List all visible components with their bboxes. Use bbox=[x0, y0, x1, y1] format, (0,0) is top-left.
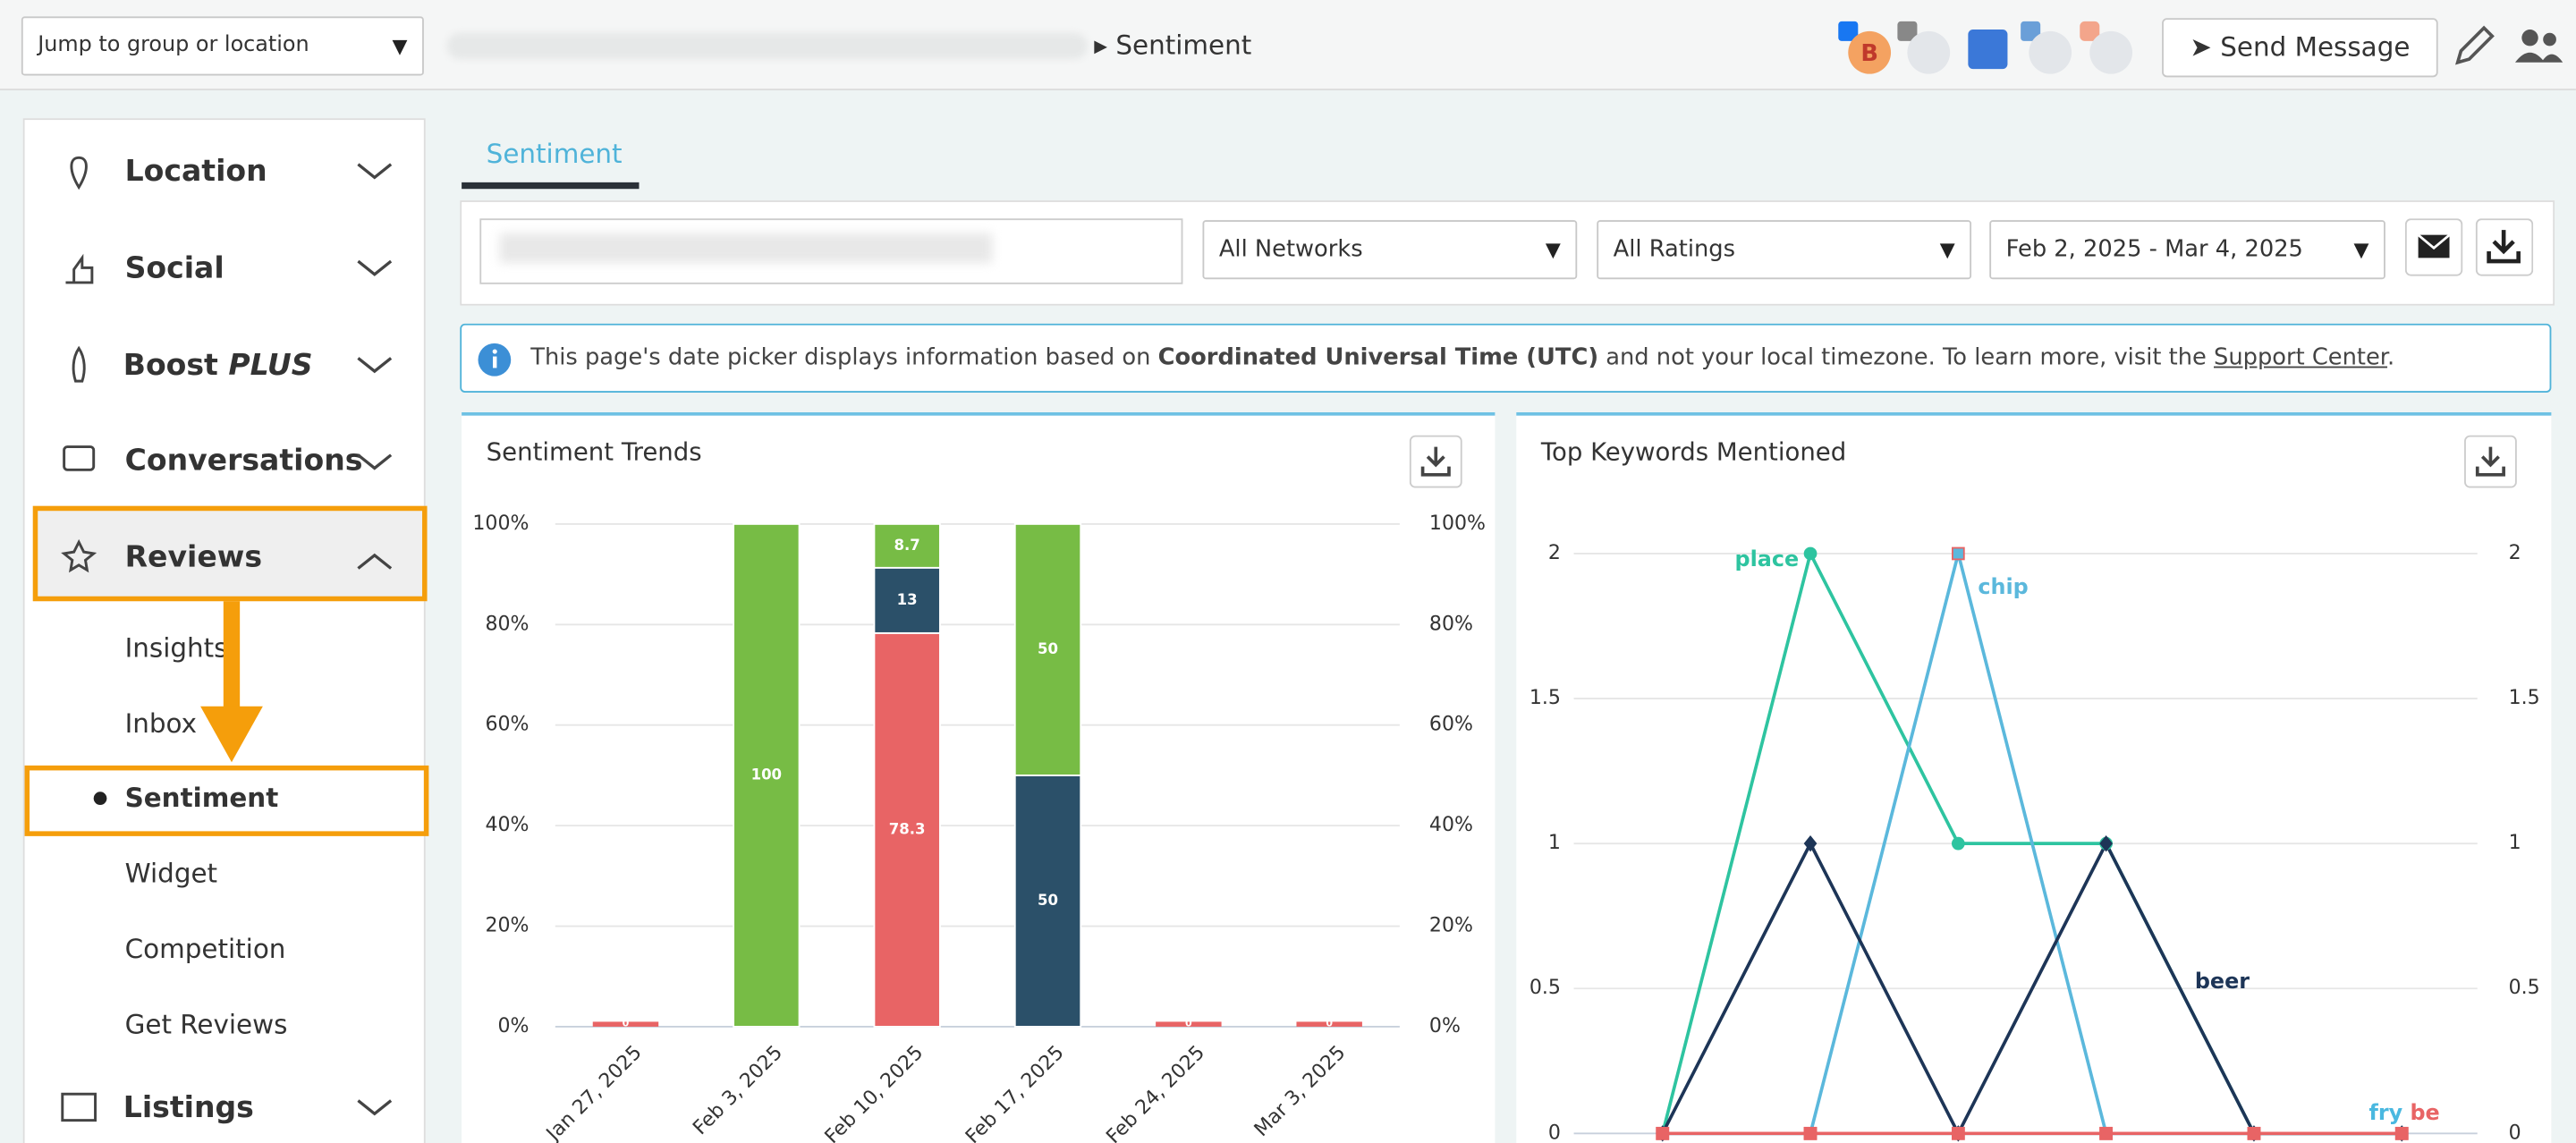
series-label: fry bbox=[2369, 1100, 2403, 1125]
data-label: 0 bbox=[623, 1017, 630, 1029]
x-tick-label: Jan 27, 2025 bbox=[541, 1041, 646, 1143]
y2-tick-label: 1 bbox=[2509, 832, 2521, 854]
y-tick-label: 0% bbox=[497, 1015, 529, 1037]
x-tick-label: Feb 10, 2025 bbox=[821, 1041, 928, 1143]
series-label: chip bbox=[1978, 574, 2028, 599]
data-label: 50 bbox=[1038, 640, 1058, 657]
marker bbox=[1804, 547, 1818, 561]
y2-tick-label: 40% bbox=[1429, 814, 1473, 836]
y2-tick-label: 1.5 bbox=[2509, 687, 2540, 709]
y-tick-label: 40% bbox=[485, 814, 529, 836]
series-label: place bbox=[1734, 546, 1799, 572]
y-tick-label: 2 bbox=[1548, 542, 1561, 564]
data-label: 100 bbox=[751, 766, 782, 783]
panel-download[interactable] bbox=[2465, 436, 2516, 487]
y-tick-label: 100% bbox=[472, 512, 529, 535]
marker bbox=[1953, 548, 1964, 560]
data-label: 0 bbox=[1185, 1017, 1192, 1029]
y2-tick-label: 20% bbox=[1429, 915, 1473, 937]
marker bbox=[1805, 1128, 1817, 1139]
y2-tick-label: 0 bbox=[2509, 1122, 2521, 1143]
x-tick-label: Feb 3, 2025 bbox=[689, 1041, 787, 1139]
x-tick-label: Feb 24, 2025 bbox=[1102, 1041, 1209, 1143]
y-tick-label: 1 bbox=[1548, 832, 1561, 854]
y2-tick-label: 100% bbox=[1429, 512, 1486, 535]
marker bbox=[2100, 1128, 2112, 1139]
marker bbox=[2396, 1128, 2408, 1139]
series-label: beer bbox=[2195, 969, 2250, 994]
marker bbox=[1952, 837, 1965, 851]
marker bbox=[2249, 1128, 2260, 1139]
y2-tick-label: 0.5 bbox=[2509, 977, 2540, 999]
marker bbox=[1657, 1128, 1668, 1139]
data-label: 8.7 bbox=[894, 537, 920, 554]
marker bbox=[1953, 1128, 1964, 1139]
y-tick-label: 80% bbox=[485, 613, 529, 635]
data-label: 0 bbox=[1326, 1017, 1333, 1029]
x-tick-label: Mar 3, 2025 bbox=[1250, 1041, 1350, 1140]
y2-tick-label: 80% bbox=[1429, 613, 1473, 635]
y2-tick-label: 2 bbox=[2509, 542, 2521, 564]
y2-tick-label: 60% bbox=[1429, 714, 1473, 736]
y-tick-label: 20% bbox=[485, 915, 529, 937]
panel-download[interactable] bbox=[1411, 436, 1462, 487]
data-label: 50 bbox=[1038, 892, 1058, 909]
data-label: 78.3 bbox=[889, 820, 926, 837]
y-tick-label: 1.5 bbox=[1530, 687, 1561, 709]
data-label: 13 bbox=[897, 591, 918, 608]
y2-tick-label: 0% bbox=[1429, 1015, 1461, 1037]
y-tick-label: 60% bbox=[485, 714, 529, 736]
series-label: be bbox=[2410, 1100, 2439, 1125]
y-tick-label: 0.5 bbox=[1530, 977, 1561, 999]
x-tick-label: Feb 17, 2025 bbox=[962, 1041, 1069, 1143]
y-tick-label: 0 bbox=[1548, 1122, 1561, 1143]
